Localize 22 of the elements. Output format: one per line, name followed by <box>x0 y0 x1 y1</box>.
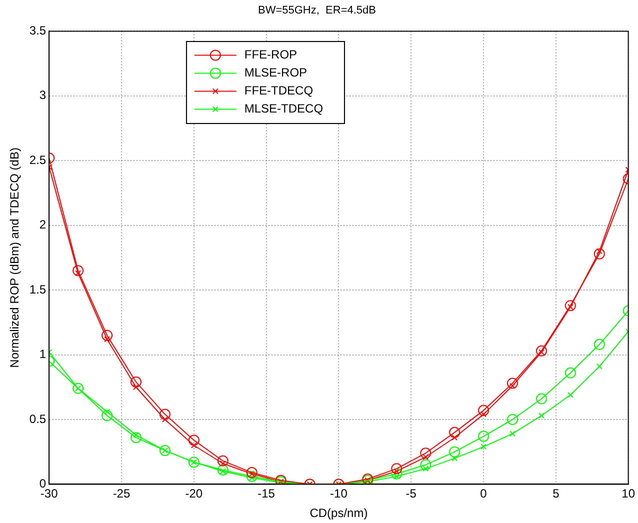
legend-label: FFE-ROP <box>244 48 298 62</box>
y-tick-label: 1 <box>39 347 46 362</box>
x-tick-label: -20 <box>185 486 203 501</box>
x-tick-label: -25 <box>112 486 130 501</box>
x-tick-label: -10 <box>330 486 348 501</box>
y-axis-title: Normalized ROP (dBm) and TDECQ (dB) <box>8 148 22 368</box>
chart-title: BW=55GHz, ER=4.5dB <box>258 4 376 17</box>
legend-label: MLSE-ROP <box>244 66 308 80</box>
x-tick-label: -5 <box>406 486 417 501</box>
x-tick-label: 5 <box>552 486 560 501</box>
legend-label: MLSE-TDECQ <box>244 102 324 116</box>
x-tick-label: -15 <box>258 486 276 501</box>
y-tick-label: 3 <box>39 88 46 102</box>
y-tick-label: 2.5 <box>29 152 46 167</box>
x-axis-title: CD(ps/nm) <box>310 506 368 520</box>
y-tick-label: 2 <box>39 218 46 232</box>
x-tick-label: 0 <box>480 486 488 501</box>
x-tick-label: 10 <box>622 486 636 501</box>
y-tick-label: 1.5 <box>29 282 46 296</box>
y-tick-label: 0.5 <box>29 412 46 426</box>
y-tick-label: 3.5 <box>29 24 46 38</box>
legend-label: FFE-TDECQ <box>244 84 314 98</box>
